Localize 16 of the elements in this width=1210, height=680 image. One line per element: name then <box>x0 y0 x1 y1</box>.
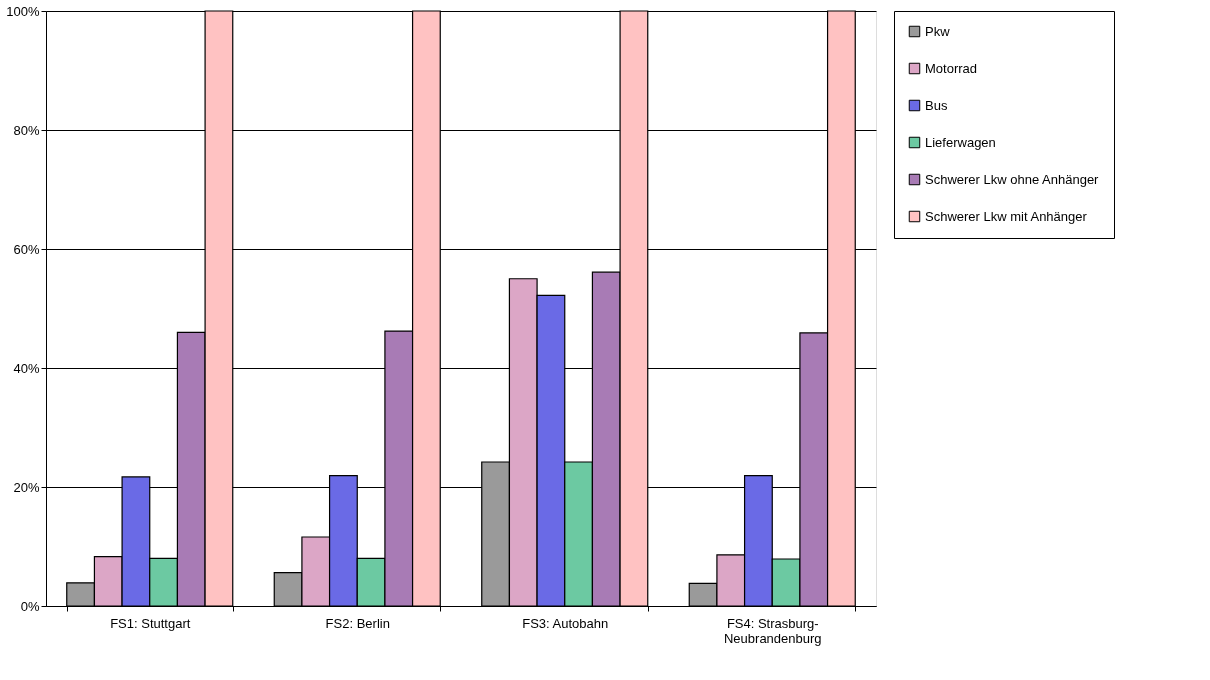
y-tick-label: 100% <box>6 3 40 19</box>
y-tick-label: 20% <box>13 479 40 495</box>
legend-label: Lieferwagen <box>925 134 996 150</box>
x-tick-label: FS4: Strasburg-Neubrandenburg <box>723 615 822 646</box>
x-tick-label: FS2: Berlin <box>325 615 390 631</box>
x-tick-label: FS1: Stuttgart <box>110 615 191 631</box>
legend-label: Motorrad <box>925 60 978 76</box>
y-tick-label: 40% <box>13 360 40 376</box>
y-tick-label: 0% <box>20 598 40 614</box>
x-tick-label: FS3: Autobahn <box>522 615 609 631</box>
legend-label: Pkw <box>925 23 951 39</box>
y-tick-label: 60% <box>13 241 40 257</box>
legend-label: Bus <box>925 97 948 113</box>
legend-label: Schwerer Lkw mit Anhänger <box>925 208 1088 224</box>
y-tick-label: 80% <box>13 122 40 138</box>
legend-label: Schwerer Lkw ohne Anhänger <box>925 171 1100 187</box>
